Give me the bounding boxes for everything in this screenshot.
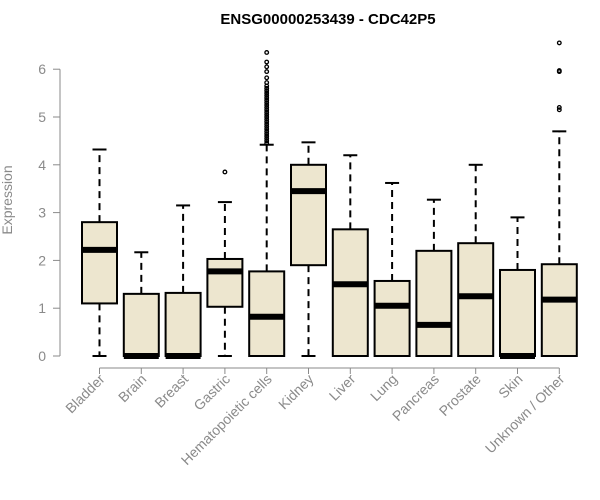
box-skin xyxy=(499,216,536,359)
x-tick-label: Liver xyxy=(326,371,359,404)
box-hematopoietic-cells xyxy=(248,50,286,358)
box-pancreas xyxy=(415,198,453,357)
outlier-point xyxy=(264,138,270,144)
box-breast xyxy=(164,204,202,359)
chart-title: ENSG00000253439 - CDC42P5 xyxy=(220,11,435,28)
box-iqr xyxy=(290,163,327,267)
box-iqr xyxy=(164,291,202,357)
outlier-point xyxy=(264,75,270,81)
outlier-point xyxy=(264,126,270,132)
y-axis-label: Expression xyxy=(0,165,15,234)
outlier-point xyxy=(264,136,270,141)
box-iqr xyxy=(81,221,118,305)
y-tick-label: 1 xyxy=(38,300,46,316)
box-bladder xyxy=(81,148,118,357)
outlier-point xyxy=(264,104,270,110)
x-tick-label: Prostate xyxy=(436,371,484,419)
box-iqr xyxy=(248,270,286,358)
x-tick-label: Skin xyxy=(495,371,526,402)
outlier-point xyxy=(264,100,270,106)
outlier-point xyxy=(556,68,562,74)
box-liver xyxy=(331,154,369,357)
outlier-point xyxy=(264,88,270,94)
outlier-point xyxy=(264,128,270,134)
outlier-point xyxy=(264,64,270,70)
x-tick-label: Lung xyxy=(367,371,400,404)
outlier-point xyxy=(264,121,270,127)
outlier-point xyxy=(556,104,562,110)
outlier-point xyxy=(264,95,270,101)
box-iqr xyxy=(540,263,578,357)
outlier-point xyxy=(264,90,270,96)
outlier-point xyxy=(264,112,270,118)
outlier-point xyxy=(264,107,270,113)
y-tick-label: 0 xyxy=(38,348,46,364)
y-tick-label: 6 xyxy=(38,61,46,77)
box-iqr xyxy=(373,279,411,358)
outlier-point xyxy=(264,140,270,146)
outlier-point xyxy=(264,102,270,108)
box-kidney xyxy=(290,141,327,357)
outlier-point xyxy=(264,80,270,86)
box-iqr xyxy=(122,292,160,357)
outlier-point xyxy=(264,114,270,120)
outlier-point xyxy=(264,50,270,55)
outlier-point xyxy=(264,85,270,91)
outlier-point xyxy=(264,124,270,130)
outlier-point xyxy=(264,131,270,137)
x-tick-label: Bladder xyxy=(62,371,108,417)
x-tick-label: Breast xyxy=(151,371,191,411)
outlier-point xyxy=(264,97,270,103)
box-lung xyxy=(373,181,411,358)
outlier-point xyxy=(264,119,270,125)
y-tick-label: 4 xyxy=(38,157,46,173)
box-gastric xyxy=(206,169,244,357)
outlier-point xyxy=(264,93,270,98)
outlier-point xyxy=(556,107,562,113)
y-tick-label: 5 xyxy=(38,109,46,125)
y-axis: 0 1 2 3 4 5 6 xyxy=(38,61,61,364)
box-iqr xyxy=(499,268,536,357)
x-tick-label: Brain xyxy=(115,371,149,405)
outlier-point xyxy=(264,116,270,122)
box-iqr xyxy=(415,249,453,357)
y-tick-label: 2 xyxy=(38,252,46,268)
y-tick-label: 3 xyxy=(38,205,46,221)
box-iqr xyxy=(206,257,244,308)
box-iqr xyxy=(457,242,495,357)
box-iqr xyxy=(331,228,369,357)
x-tick-label: Unknown / Other xyxy=(482,371,568,457)
x-tick-label: Kidney xyxy=(275,371,317,413)
outlier-point xyxy=(222,169,228,175)
boxes-group xyxy=(81,40,578,359)
box-prostate xyxy=(457,163,495,357)
outlier-point xyxy=(264,69,270,75)
outlier-point xyxy=(264,109,270,115)
box-brain xyxy=(122,251,160,359)
box-unknown-other xyxy=(540,40,578,357)
outlier-point xyxy=(556,40,562,46)
outlier-point xyxy=(264,59,270,65)
outlier-point xyxy=(264,133,270,139)
